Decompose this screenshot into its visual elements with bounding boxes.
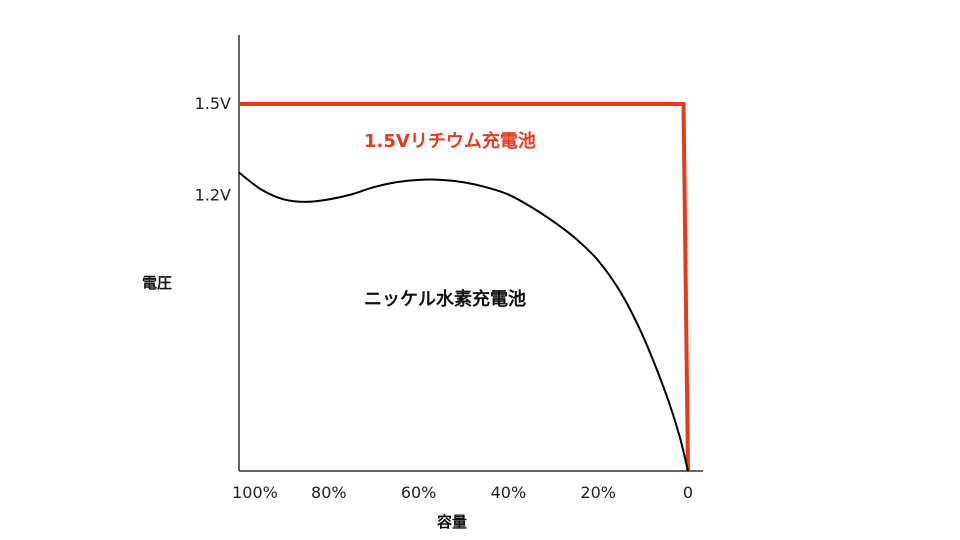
axes: [238, 35, 703, 472]
y-tick-labels: 1.5V 1.2V: [195, 94, 231, 205]
x-tick-labels: 100% 80% 60% 40% 20% 0: [232, 483, 693, 502]
x-tick-label: 60%: [401, 483, 437, 502]
x-tick-label: 20%: [580, 483, 616, 502]
x-tick-label: 80%: [311, 483, 347, 502]
x-tick-label: 40%: [491, 483, 527, 502]
x-tick-label: 100%: [232, 483, 278, 502]
y-axis-title: 電圧: [142, 274, 172, 292]
series-label-lithium: 1.5Vリチウム充電池: [364, 130, 536, 152]
series-layer: [238, 102, 690, 472]
series-label-nimh: ニッケル水素充電池: [364, 288, 526, 310]
x-axis-title: 容量: [436, 513, 467, 531]
series-line-lithium: [239, 102, 690, 472]
y-tick-label: 1.2V: [195, 186, 231, 205]
series-line-nimh: [238, 171, 689, 472]
x-tick-label: 0: [683, 483, 693, 502]
y-tick-label: 1.5V: [195, 94, 231, 113]
